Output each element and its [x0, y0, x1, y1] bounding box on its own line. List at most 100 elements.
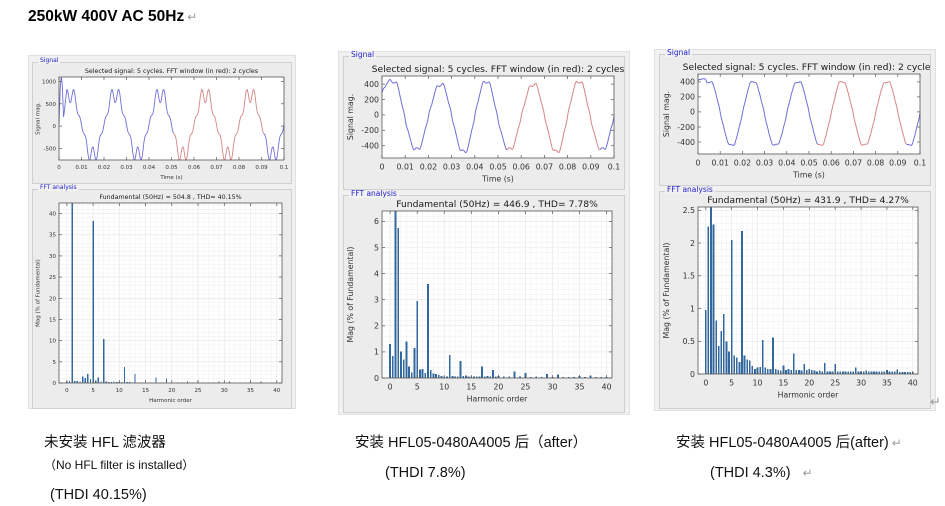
caption-text: 安装 HFL05-0480A4005 后（after） [355, 435, 587, 451]
svg-text:0.03: 0.03 [120, 165, 133, 171]
chart-title: Fundamental (50Hz) = 431.9 , THD= 4.27% [707, 195, 909, 206]
chart-title: Selected signal: 5 cycles. FFT window (i… [372, 64, 624, 75]
svg-text:0.09: 0.09 [255, 165, 268, 171]
return-mark-icon: ↵ [187, 10, 197, 24]
svg-text:0: 0 [690, 370, 695, 379]
svg-text:35: 35 [882, 378, 892, 387]
fft-window-label: FFT analysis [38, 185, 79, 191]
svg-text:0: 0 [53, 124, 57, 130]
svg-text:40: 40 [49, 212, 56, 218]
svg-text:0.01: 0.01 [397, 162, 414, 171]
svg-text:10: 10 [439, 382, 449, 391]
svg-text:0.1: 0.1 [280, 165, 289, 171]
svg-text:0: 0 [690, 108, 695, 117]
y-axis-label: Mag (% of Fundamental) [662, 243, 671, 339]
caption-thdi: (THDI 40.15%) [50, 487, 147, 503]
y-axis-label: Signal mag. [662, 91, 671, 137]
svg-text:0.07: 0.07 [845, 158, 862, 167]
svg-text:25: 25 [830, 378, 840, 387]
caption-thdi: (THDI 7.8%) [385, 465, 466, 481]
svg-text:35: 35 [575, 382, 585, 391]
svg-text:15: 15 [49, 318, 56, 324]
svg-text:4: 4 [374, 269, 379, 278]
svg-text:10: 10 [753, 378, 763, 387]
svg-text:400: 400 [364, 80, 379, 89]
svg-text:0.08: 0.08 [867, 158, 884, 167]
svg-text:0.04: 0.04 [466, 162, 483, 171]
caption-line1: 安装 HFL05-0480A4005 后(after)↵ [676, 432, 945, 454]
svg-text:-200: -200 [361, 126, 379, 135]
svg-text:35: 35 [247, 388, 254, 394]
svg-text:30: 30 [548, 382, 558, 391]
svg-text:15: 15 [778, 378, 788, 387]
svg-text:400: 400 [680, 78, 695, 87]
return-mark-icon: ↵ [930, 394, 941, 410]
svg-text:6: 6 [374, 217, 379, 226]
svg-text:20: 20 [493, 382, 503, 391]
svg-text:5: 5 [415, 382, 420, 391]
caption-line1: 未安装 HFL 滤波器（No HFL filter is installed） [44, 432, 314, 476]
fft-window-label: FFT analysis [665, 186, 715, 194]
svg-text:-400: -400 [677, 138, 695, 147]
svg-text:5: 5 [91, 388, 95, 394]
svg-text:0.02: 0.02 [734, 158, 751, 167]
caption-panel1: 未安装 HFL 滤波器（No HFL filter is installed） … [44, 432, 314, 506]
page-title-text: 250kW 400V AC 50Hz [28, 8, 184, 25]
svg-text:1.5: 1.5 [683, 272, 695, 281]
svg-text:10: 10 [49, 339, 56, 345]
svg-text:40: 40 [602, 382, 612, 391]
caption-text: 安装 HFL05-0480A4005 后(after) [676, 435, 889, 451]
svg-text:0.08: 0.08 [233, 165, 246, 171]
svg-text:1: 1 [690, 304, 695, 313]
return-mark-icon: ↵ [892, 436, 902, 450]
caption-panel3: 安装 HFL05-0480A4005 后(after)↵ (THDI 4.3%)… [676, 432, 945, 484]
svg-text:5: 5 [374, 243, 379, 252]
svg-text:30: 30 [49, 254, 56, 260]
svg-text:0: 0 [696, 158, 701, 167]
svg-text:0.03: 0.03 [756, 158, 773, 167]
svg-text:0: 0 [374, 374, 379, 383]
svg-text:0: 0 [65, 388, 69, 394]
y-axis-label: Mag (% of Fundamental) [346, 247, 355, 343]
page-title: 250kW 400V AC 50Hz↵ [28, 8, 197, 26]
signal-window-label: Signal [349, 51, 376, 59]
svg-text:0: 0 [380, 162, 385, 171]
svg-text:0.05: 0.05 [800, 158, 817, 167]
y-axis-label: Signal mag. [346, 94, 355, 140]
svg-text:30: 30 [856, 378, 866, 387]
svg-text:2: 2 [690, 239, 695, 248]
svg-text:-200: -200 [677, 123, 695, 132]
svg-text:0.01: 0.01 [712, 158, 729, 167]
svg-text:0: 0 [57, 165, 61, 171]
caption-text-small: （No HFL filter is installed） [44, 458, 194, 472]
svg-text:0: 0 [374, 111, 379, 120]
y-axis-label: Mag (% of Fundamental) [36, 259, 42, 327]
chart-title: Selected signal: 5 cycles. FFT window (i… [85, 68, 258, 75]
svg-text:0.1: 0.1 [914, 158, 926, 167]
svg-text:500: 500 [46, 102, 57, 108]
svg-text:0.05: 0.05 [489, 162, 506, 171]
svg-text:2.5: 2.5 [683, 206, 695, 215]
svg-text:0: 0 [53, 381, 57, 387]
x-axis-label: Harmonic order [778, 391, 840, 400]
svg-text:0.09: 0.09 [582, 162, 599, 171]
svg-text:0.02: 0.02 [98, 165, 110, 171]
svg-text:-500: -500 [44, 146, 57, 152]
caption-line1: 安装 HFL05-0480A4005 后（after） [355, 432, 635, 454]
svg-text:0.09: 0.09 [889, 158, 906, 167]
svg-text:0: 0 [388, 382, 393, 391]
svg-text:20: 20 [168, 388, 175, 394]
svg-text:3: 3 [374, 296, 379, 305]
x-axis-label: Harmonic order [149, 398, 193, 404]
